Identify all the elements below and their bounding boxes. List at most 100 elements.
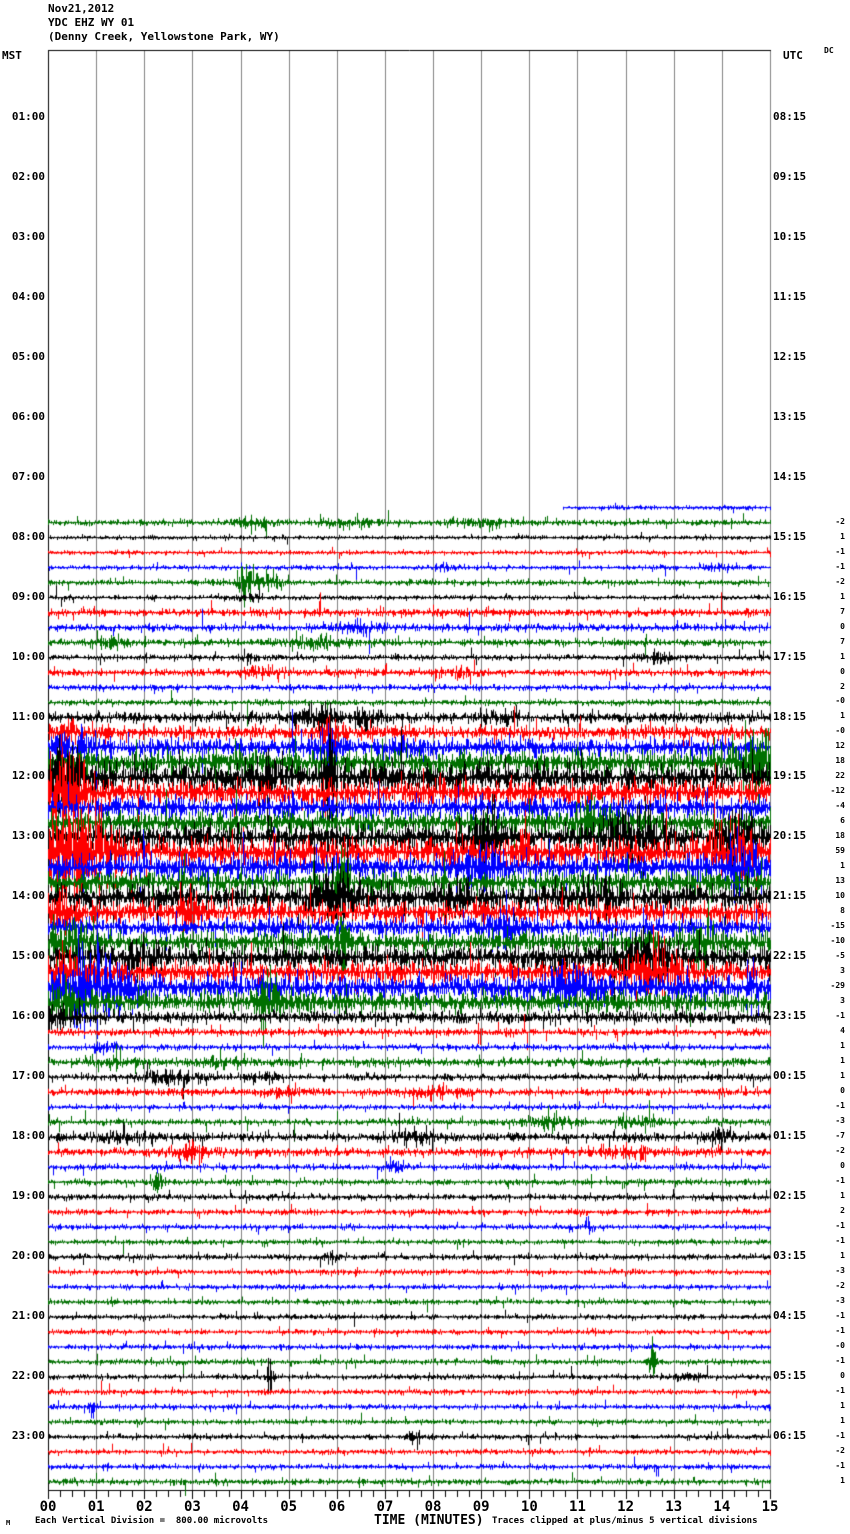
utc-axis-label: UTC [783,49,803,62]
dc-offset-value: 0 [840,621,845,631]
clip-note: Traces clipped at plus/minus 5 vertical … [492,1516,758,1526]
dc-offset-value: 6 [840,816,845,826]
utc-hour-label: 12:15 [773,349,807,363]
mst-hour-label: 19:00 [11,1189,45,1203]
dc-offset-value: 1 [840,1400,845,1410]
dc-offset-value: -2 [835,516,845,526]
utc-hour-label: 04:15 [773,1309,807,1322]
dc-offset-value: -2 [835,1281,845,1290]
dc-offset-value: -1 [835,1011,845,1021]
dc-offset-value: -1 [835,1176,845,1186]
minute-tick-label: 14 [713,1499,731,1515]
dc-offset-value: 3 [840,966,845,976]
minute-tick-label: 00 [39,1499,57,1515]
mst-hour-label: 01:00 [11,110,45,123]
dc-offset-value: 18 [835,831,845,841]
utc-hour-label: 11:15 [773,289,807,303]
scale-note: Each Vertical Division = 800.00 microvol… [35,1516,268,1526]
dc-offset-value: -2 [835,1146,845,1156]
dc-offset-value: -1 [835,1221,845,1231]
dc-offset-value: -12 [830,786,845,796]
dc-offset-value: 0 [840,1161,845,1171]
minute-tick-label: 06 [328,1499,346,1515]
dc-offset-value: -1 [835,1325,845,1335]
mst-hour-label: 04:00 [11,289,45,303]
mst-hour-label: 11:00 [11,709,45,723]
utc-hour-label: 05:15 [773,1368,807,1382]
utc-hour-label: 15:15 [773,529,807,543]
dc-offset-value: -7 [835,1131,845,1141]
header-station: YDC EHZ WY 01 [48,16,135,29]
mst-hour-label: 08:00 [11,529,45,543]
utc-hour-label: 06:15 [773,1428,807,1442]
dc-offset-value: 1 [840,1251,845,1261]
minute-tick-label: 02 [135,1499,153,1515]
dc-offset-value: 18 [835,756,845,766]
utc-hour-label: 14:15 [773,469,807,483]
mst-hour-label: 21:00 [11,1309,45,1322]
dc-offset-value: 8 [840,906,845,916]
dc-offset-value: -2 [835,576,845,586]
mst-hour-label: 02:00 [11,169,45,183]
mst-hour-label: 20:00 [11,1249,45,1263]
minute-tick-label: 13 [665,1499,683,1515]
utc-hour-label: 16:15 [773,589,807,603]
dc-offset-value: -10 [830,936,845,946]
mst-hour-label: 14:00 [11,889,45,903]
utc-hour-label: 22:15 [773,949,807,963]
dc-offset-value: -15 [830,921,845,931]
dc-offset-value: -1 [835,1310,845,1320]
utc-hour-label: 08:15 [773,110,807,123]
header-location: (Denny Creek, Yellowstone Park, WY) [48,30,280,43]
dc-offset-value: -1 [835,1430,845,1440]
dc-offset-value: -1 [835,1236,845,1246]
utc-hour-label: 23:15 [773,1009,807,1023]
dc-offset-value: 12 [835,741,845,751]
dc-offset-value: 1 [840,1475,845,1485]
dc-offset-value: -0 [835,1340,845,1350]
minute-tick-label: 10 [520,1499,538,1515]
dc-offset-value: 7 [840,606,845,616]
mst-hour-label: 09:00 [11,589,45,603]
dc-offset-value: -1 [835,1460,845,1470]
mst-hour-label: 12:00 [11,769,45,783]
header-date: Nov21,2012 [48,2,115,15]
mst-hour-label: 07:00 [11,469,45,483]
dc-offset-value: -1 [835,561,845,571]
dc-offset-value: 1 [840,531,845,541]
minute-tick-label: 11 [569,1499,586,1515]
dc-offset-value: -29 [830,981,845,991]
dc-offset-value: -3 [835,1116,845,1126]
dc-offset-value: 1 [840,711,845,721]
dc-offset-value: 1 [840,1071,845,1081]
dc-offset-value: 2 [840,681,845,691]
dc-offset-value: 1 [840,591,845,601]
dc-offset-value: 1 [840,1191,845,1201]
utc-hour-label: 00:15 [773,1069,807,1083]
minute-tick-label: 12 [617,1499,635,1515]
mst-hour-label: 16:00 [11,1009,45,1023]
dc-offset-value: 10 [835,891,845,901]
utc-hour-label: 18:15 [773,709,807,723]
mst-hour-label: 06:00 [11,409,45,423]
utc-hour-label: 09:15 [773,169,807,183]
dc-offset-value: 2 [840,1206,845,1216]
footer-corner-mark: M [6,1519,11,1527]
dc-offset-value: 4 [840,1026,845,1036]
utc-hour-label: 21:15 [773,889,807,903]
dc-offset-value: -0 [835,726,845,736]
dc-offset-value: -5 [835,951,845,961]
dc-offset-value: -2 [835,1445,845,1455]
dc-offset-value: -1 [835,1385,845,1395]
dc-offset-value: 1 [840,1056,845,1066]
mst-hour-label: 03:00 [11,229,45,243]
dc-offset-value: 59 [835,846,845,856]
minute-tick-label: 01 [87,1499,105,1515]
dc-offset-value: -1 [835,1101,845,1111]
minute-tick-label: 04 [232,1499,249,1515]
dc-offset-value: 13 [835,876,845,886]
dc-offset-value: 7 [840,636,845,646]
mst-hour-label: 15:00 [11,949,45,963]
